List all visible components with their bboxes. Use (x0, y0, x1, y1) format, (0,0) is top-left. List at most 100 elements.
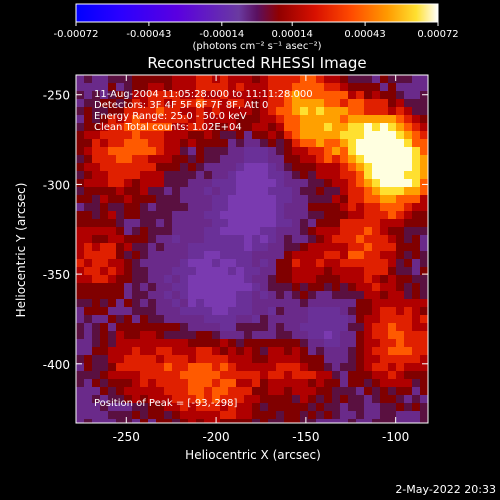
image-pixel (204, 259, 212, 267)
image-pixel (252, 107, 260, 115)
image-pixel (140, 323, 148, 331)
image-pixel (196, 251, 204, 259)
image-pixel (420, 323, 428, 331)
image-pixel (156, 211, 164, 219)
image-pixel (268, 115, 276, 123)
image-pixel (164, 339, 172, 347)
image-pixel (188, 403, 196, 411)
image-pixel (404, 99, 412, 107)
image-pixel (372, 267, 380, 275)
image-pixel (316, 91, 324, 99)
image-pixel (220, 291, 228, 299)
image-pixel (140, 187, 148, 195)
image-pixel (108, 283, 116, 291)
image-pixel (204, 307, 212, 315)
image-pixel (388, 83, 396, 91)
image-pixel (388, 75, 396, 83)
image-pixel (356, 291, 364, 299)
image-pixel (236, 227, 244, 235)
image-pixel (172, 171, 180, 179)
image-pixel (380, 75, 388, 83)
image-pixel (284, 131, 292, 139)
image-pixel (292, 355, 300, 363)
image-pixel (380, 315, 388, 323)
image-pixel (76, 211, 84, 219)
image-pixel (268, 363, 276, 371)
image-pixel (116, 339, 124, 347)
image-pixel (260, 227, 268, 235)
image-pixel (364, 139, 372, 147)
image-pixel (420, 331, 428, 339)
image-pixel (212, 139, 220, 147)
image-pixel (300, 291, 308, 299)
image-pixel (156, 179, 164, 187)
image-pixel (372, 299, 380, 307)
image-pixel (308, 179, 316, 187)
image-pixel (100, 355, 108, 363)
image-pixel (356, 283, 364, 291)
image-pixel (172, 99, 180, 107)
colorbar-tick-label: 0.00072 (417, 29, 458, 40)
image-pixel (292, 291, 300, 299)
image-pixel (196, 99, 204, 107)
image-pixel (236, 179, 244, 187)
image-pixel (244, 91, 252, 99)
image-pixel (236, 251, 244, 259)
image-pixel (252, 179, 260, 187)
image-pixel (252, 99, 260, 107)
image-pixel (380, 355, 388, 363)
image-pixel (84, 219, 92, 227)
image-pixel (124, 387, 132, 395)
image-pixel (220, 131, 228, 139)
image-pixel (76, 195, 84, 203)
image-pixel (244, 219, 252, 227)
image-pixel (108, 387, 116, 395)
image-pixel (404, 107, 412, 115)
image-pixel (180, 131, 188, 139)
image-pixel (268, 283, 276, 291)
image-pixel (260, 155, 268, 163)
image-pixel (204, 115, 212, 123)
image-pixel (332, 307, 340, 315)
image-pixel (108, 179, 116, 187)
image-pixel (364, 155, 372, 163)
image-pixel (188, 347, 196, 355)
image-pixel (356, 83, 364, 91)
image-pixel (316, 395, 324, 403)
image-pixel (196, 83, 204, 91)
image-pixel (140, 339, 148, 347)
image-pixel (260, 75, 268, 83)
image-pixel (188, 251, 196, 259)
image-pixel (100, 275, 108, 283)
image-pixel (276, 379, 284, 387)
image-pixel (236, 403, 244, 411)
footer-timestamp: 2-May-2022 20:33 (395, 483, 496, 496)
image-pixel (340, 195, 348, 203)
image-pixel (372, 323, 380, 331)
image-pixel (84, 371, 92, 379)
image-pixel (228, 299, 236, 307)
image-pixel (284, 107, 292, 115)
image-pixel (100, 163, 108, 171)
image-pixel (308, 131, 316, 139)
image-pixel (92, 131, 100, 139)
image-pixel (260, 115, 268, 123)
image-pixel (396, 363, 404, 371)
image-pixel (156, 107, 164, 115)
image-pixel (300, 259, 308, 267)
image-pixel (420, 203, 428, 211)
image-pixel (308, 211, 316, 219)
image-pixel (140, 171, 148, 179)
image-pixel (340, 131, 348, 139)
image-pixel (268, 347, 276, 355)
image-pixel (252, 339, 260, 347)
image-pixel (84, 259, 92, 267)
image-pixel (244, 379, 252, 387)
image-pixel (260, 243, 268, 251)
image-pixel (268, 123, 276, 131)
image-pixel (316, 107, 324, 115)
image-pixel (236, 387, 244, 395)
image-pixel (116, 371, 124, 379)
image-pixel (188, 75, 196, 83)
image-pixel (148, 107, 156, 115)
